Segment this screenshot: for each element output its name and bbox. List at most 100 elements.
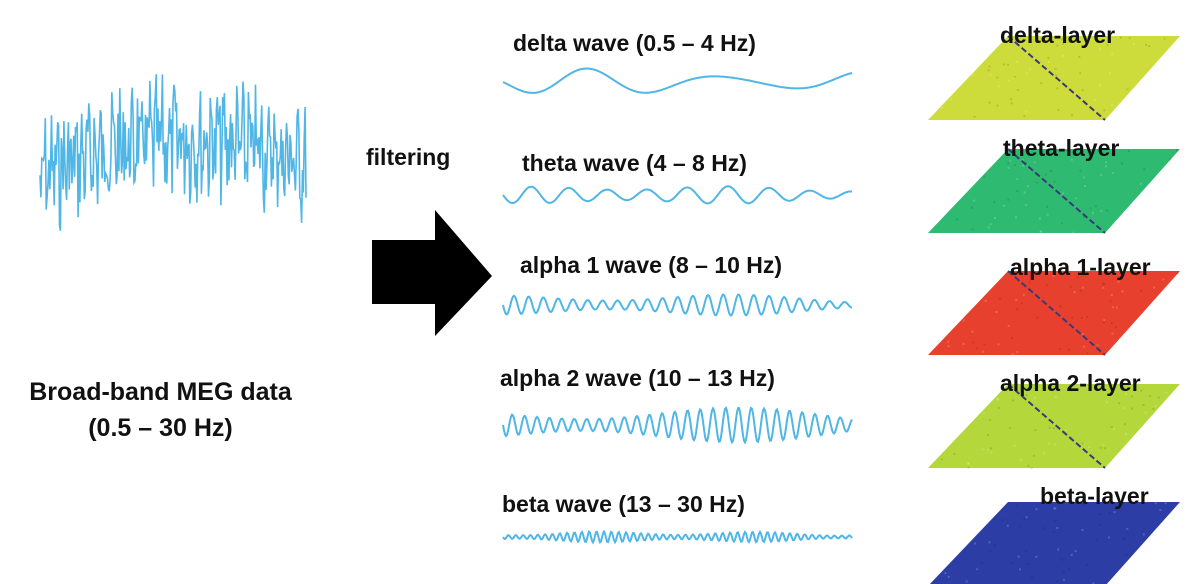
layer-texture: [1148, 45, 1151, 47]
layer-texture: [1126, 88, 1129, 91]
layer-texture: [1012, 399, 1015, 402]
layer-texture: [997, 343, 1000, 346]
layer-texture: [1096, 40, 1099, 43]
layer-texture: [1111, 172, 1114, 175]
layer-texture: [1059, 557, 1062, 560]
layer-texture: [1098, 523, 1101, 526]
layer-texture: [1111, 104, 1113, 107]
layer-texture: [1025, 110, 1028, 113]
layer-texture: [1118, 402, 1121, 405]
layer-texture: [1082, 216, 1085, 219]
layer-texture: [1030, 467, 1033, 470]
layer-texture: [956, 218, 959, 221]
layer-texture: [1133, 43, 1135, 45]
layer-title-theta: theta-layer: [1003, 135, 1120, 161]
layer-texture: [1057, 548, 1060, 551]
layer-texture: [1054, 507, 1057, 510]
layer-texture: [996, 398, 999, 401]
layer-texture: [1030, 576, 1033, 579]
layer-texture: [997, 398, 1000, 401]
layer-texture: [1089, 207, 1092, 210]
layer-texture: [1056, 44, 1059, 47]
layer-texture: [1091, 211, 1094, 214]
layer-texture: [1033, 396, 1036, 399]
layer-texture: [1025, 394, 1028, 396]
layer-texture: [947, 575, 950, 578]
layer-texture: [1059, 347, 1061, 350]
layer-texture: [1121, 290, 1124, 293]
layer-texture: [1093, 99, 1096, 102]
layer-texture: [973, 115, 976, 118]
layer-texture: [1130, 395, 1133, 398]
layer-texture: [984, 299, 987, 302]
layer-texture: [1011, 353, 1014, 356]
wave-trace-beta: [502, 529, 853, 545]
layer-texture: [1176, 272, 1179, 275]
layer-texture: [1082, 442, 1085, 445]
layer-texture: [1128, 37, 1131, 40]
layer-texture: [1154, 404, 1157, 407]
layer-texture: [988, 101, 991, 104]
layer-texture: [1102, 443, 1105, 446]
layer-texture: [1056, 579, 1059, 582]
layer-texture: [1070, 114, 1073, 117]
layer-texture: [1007, 63, 1009, 66]
layer-texture: [1085, 43, 1088, 46]
layer-texture: [1121, 162, 1124, 165]
layer-texture: [1060, 38, 1063, 41]
layer-texture: [1056, 527, 1059, 529]
layer-texture: [989, 223, 992, 226]
layer-texture: [1016, 504, 1019, 507]
layer-texture: [1083, 443, 1086, 446]
layer-texture: [1106, 401, 1109, 404]
layer-texture: [1140, 389, 1143, 392]
layer-texture: [1143, 168, 1146, 171]
layer-texture: [967, 462, 970, 465]
layer-texture: [1114, 326, 1117, 329]
layer-texture: [1074, 550, 1077, 553]
layer-texture: [1110, 426, 1113, 428]
layer-texture: [1016, 308, 1019, 311]
layer-texture: [981, 448, 984, 451]
layer-texture: [940, 458, 943, 461]
layer-texture: [987, 226, 990, 229]
layer-texture: [990, 447, 993, 450]
layer-texture: [1080, 316, 1083, 319]
layer-texture: [1012, 77, 1015, 80]
layer-texture: [1047, 61, 1050, 64]
layer-texture: [1044, 173, 1047, 176]
layer-texture: [1122, 538, 1125, 541]
layer-texture: [1055, 74, 1058, 77]
layer-texture: [1111, 52, 1114, 55]
layer-texture: [1124, 537, 1127, 540]
layer-texture: [1145, 43, 1148, 46]
layer-texture: [983, 175, 986, 178]
layer-texture: [1105, 165, 1108, 168]
filtered-waves: [502, 67, 853, 545]
layer-texture: [1119, 36, 1122, 39]
layer-texture: [1081, 332, 1084, 335]
broadband-signal: [39, 74, 307, 231]
layer-texture: [994, 217, 996, 219]
layer-texture: [1163, 37, 1166, 40]
wave-title-theta: theta wave (4 – 8 Hz): [522, 150, 747, 176]
layer-texture: [1083, 345, 1086, 348]
layer-texture: [1007, 166, 1010, 169]
layer-texture: [1062, 54, 1065, 57]
wave-title-delta: delta wave (0.5 – 4 Hz): [513, 30, 756, 56]
layer-texture: [1016, 178, 1019, 180]
layer-texture: [1084, 185, 1086, 188]
layer-texture: [1079, 72, 1082, 75]
layer-texture: [1052, 274, 1055, 277]
layer-texture: [1039, 231, 1042, 234]
layer-texture: [1032, 454, 1035, 457]
layer-texture: [1126, 527, 1129, 530]
filtering-label: filtering: [366, 144, 451, 170]
layer-texture: [1062, 558, 1065, 561]
layer-texture: [1054, 519, 1057, 522]
layer-texture: [1025, 550, 1028, 553]
broadband-label: Broad-band MEG data (0.5 – 30 Hz): [8, 374, 313, 446]
layer-texture: [1013, 444, 1016, 447]
layer-texture: [953, 452, 956, 455]
layer-texture: [1024, 204, 1027, 207]
